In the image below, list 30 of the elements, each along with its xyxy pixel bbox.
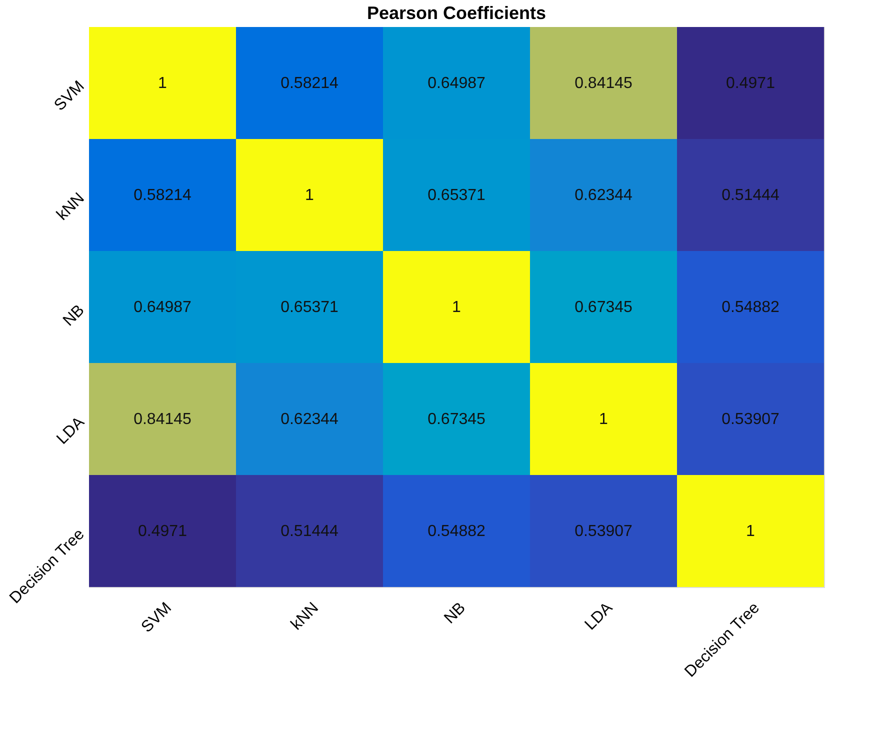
data-label: 0.62344 [574,187,633,204]
data-label: 1 [452,299,462,316]
chart-title: Pearson Coefficients [366,3,546,23]
data-label: 0.84145 [134,411,192,428]
data-label: 0.67345 [428,411,486,428]
data-label: 0.64987 [134,299,192,316]
data-label: 0.4971 [138,523,188,540]
data-label: 1 [746,523,756,540]
data-label: 0.4971 [726,75,776,92]
data-label: 0.65371 [428,187,486,204]
y-tick-label: LDA [54,414,88,448]
data-label: 0.62344 [280,411,339,428]
x-tick-label: NB [441,600,470,628]
data-label: 0.54882 [722,299,780,316]
data-label: 0.51444 [722,187,780,204]
data-label: 0.65371 [280,299,339,316]
data-label: 0.51444 [280,523,339,540]
data-label: 0.84145 [574,75,633,92]
data-label: 0.58214 [134,187,192,204]
y-tick-label: NB [60,302,88,330]
data-label: 0.54882 [428,523,486,540]
data-label: 0.64987 [428,75,486,92]
data-label: 0.67345 [574,299,633,316]
data-label: 1 [158,75,168,92]
data-label: 1 [599,411,608,428]
x-tick-label: LDA [582,599,616,634]
data-label: 1 [305,187,314,204]
data-label: 0.58214 [280,75,339,92]
data-label: 0.53907 [574,523,633,540]
data-label: 0.53907 [722,411,780,428]
